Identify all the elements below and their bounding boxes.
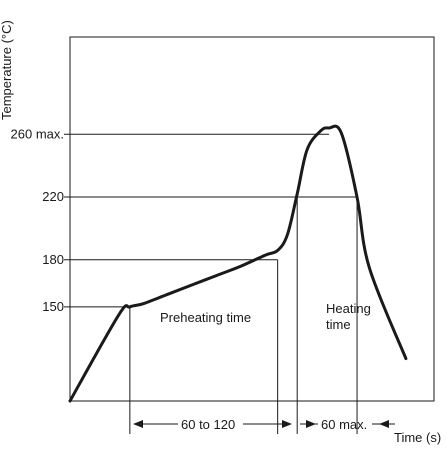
preheat-range-label: 60 to 120 — [181, 417, 235, 432]
heating-time-label-line1: Heating — [326, 301, 371, 316]
arrow-right-icon — [282, 420, 292, 428]
y-axis-label: Temperature (°C) — [0, 20, 14, 120]
heating-time-label-line2: time — [326, 317, 351, 332]
y-tick-label-150: 150 — [42, 299, 64, 314]
y-tick-label-260: 260 max. — [11, 126, 64, 141]
arrow-right-icon — [306, 420, 316, 428]
preheating-time-label: Preheating time — [160, 310, 251, 325]
plot-frame — [69, 36, 435, 402]
arrow-left-icon — [133, 420, 143, 428]
reference-lines — [64, 133, 358, 308]
x-axis-label: Time (s) — [394, 430, 441, 445]
marker-lines — [129, 197, 358, 434]
heating-range-label: 60 max. — [321, 417, 367, 432]
y-tick-label-180: 180 — [42, 252, 64, 267]
preheat-range-dimension: 60 to 120 — [133, 417, 292, 432]
y-tick-labels: 150 180 220 260 max. — [11, 126, 64, 314]
y-tick-label-220: 220 — [42, 189, 64, 204]
temperature-profile-line — [68, 124, 408, 403]
heating-range-dimension: 60 max. — [300, 417, 395, 432]
arrow-left-icon — [379, 420, 389, 428]
